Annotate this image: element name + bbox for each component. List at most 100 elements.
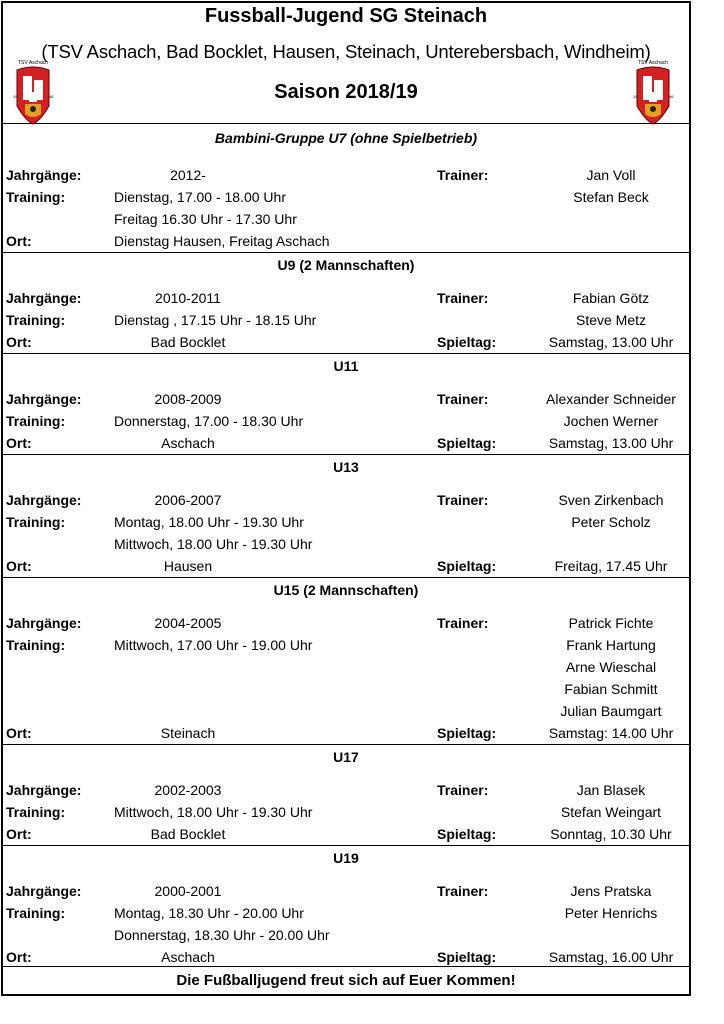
row-label: Ort: <box>6 558 32 574</box>
row-label: Jahrgänge: <box>6 492 82 508</box>
row-label: Jahrgänge: <box>6 391 82 407</box>
info-row: Training: Montag, 18.30 Uhr - 20.00 Uhr Pe… <box>3 902 689 924</box>
info-row: Fabian Schmitt <box>3 678 689 700</box>
row-right-value: Freitag, 17.45 Uhr <box>554 558 668 574</box>
row-right-value: Jochen Werner <box>563 413 659 429</box>
info-row: Julian Baumgart <box>3 700 689 722</box>
row-right-value: Peter Henrichs <box>564 905 658 921</box>
info-row: Training: Dienstag , 17.15 Uhr - 18.15 Uh… <box>3 309 689 331</box>
row-right-label: Spieltag: <box>437 558 497 574</box>
row-right-label: Trainer: <box>437 883 489 899</box>
section-title: U9 (2 Mannschaften) <box>277 257 415 273</box>
svg-text:46: 46 <box>49 94 54 99</box>
row-label: Jahrgänge: <box>6 883 82 899</box>
row-right-label: Trainer: <box>437 492 489 508</box>
info-row: Jahrgänge: 2008-2009 Trainer: Alexander Sch… <box>3 388 689 410</box>
row-value: Hausen <box>163 558 213 574</box>
row-right-label: Spieltag: <box>437 435 497 451</box>
info-row: Ort: Bad Bocklet Spieltag: Sonntag, 10.30 U… <box>3 823 689 845</box>
row-value: Freitag 16.30 Uhr - 17.30 Uhr <box>114 211 297 227</box>
row-value: Mittwoch, 18.00 Uhr - 19.30 Uhr <box>114 804 313 820</box>
section-title: U13 <box>333 459 359 475</box>
row-right-label: Trainer: <box>437 391 489 407</box>
row-value: 2006-2007 <box>154 492 222 508</box>
section-spacer <box>3 273 689 287</box>
row-right-value: Alexander Schneider <box>546 391 676 407</box>
row-right-value: Samstag, 16.00 Uhr <box>548 949 674 965</box>
row-label: Jahrgänge: <box>6 782 82 798</box>
row-right-value: Peter Scholz <box>571 514 651 530</box>
row-right-value: Sven Zirkenbach <box>558 492 664 508</box>
row-value: Dienstag, 17.00 - 18.00 Uhr <box>114 189 286 205</box>
row-label: Training: <box>6 514 66 530</box>
row-label: Jahrgänge: <box>6 290 82 306</box>
row-value: 2004-2005 <box>154 615 222 631</box>
row-right-value: Julian Baumgart <box>560 703 662 719</box>
season-title: Saison 2018/19 <box>274 81 418 103</box>
row-value: Montag, 18.00 Uhr - 19.30 Uhr <box>114 514 304 530</box>
schedule-document: Fussball-Jugend SG Steinach (TSV Aschach… <box>1 1 691 996</box>
row-label: Ort: <box>6 435 32 451</box>
row-right-label: Trainer: <box>437 782 489 798</box>
row-value: Aschach <box>161 435 215 451</box>
row-right-value: Fabian Götz <box>572 290 650 306</box>
info-row: Freitag 16.30 Uhr - 17.30 Uhr <box>3 208 689 230</box>
row-value: Dienstag Hausen, Freitag Aschach <box>114 233 330 249</box>
section-spacer <box>3 146 689 164</box>
row-value: Steinach <box>160 725 216 741</box>
clubs-subtitle: (TSV Aschach, Bad Bocklet, Hausen, Stein… <box>41 41 651 62</box>
svg-text:TSV Aschach: TSV Aschach <box>18 60 48 66</box>
info-row: Jahrgänge: 2002-2003 Trainer: Jan Blasek <box>3 779 689 801</box>
row-right-label: Spieltag: <box>437 949 497 965</box>
info-row: Ort: Steinach Spieltag: Samstag: 14.00 Uhr <box>3 722 689 744</box>
club-crest-icon: TSV Aschach 19 46 <box>633 60 674 125</box>
row-value: 2008-2009 <box>154 391 222 407</box>
document-header: Fussball-Jugend SG Steinach (TSV Aschach… <box>3 3 689 125</box>
info-row: Ort: Aschach Spieltag: Samstag, 16.00 Uhr <box>3 946 689 968</box>
row-right-value: Samstag: 14.00 Uhr <box>548 725 674 741</box>
info-row: Jahrgänge: 2012- Trainer: Jan Voll <box>3 164 689 186</box>
row-label: Training: <box>6 189 66 205</box>
row-label: Ort: <box>6 949 32 965</box>
row-value: 2000-2001 <box>154 883 222 899</box>
info-row: Training: Donnerstag, 17.00 - 18.30 Uhr Jo… <box>3 410 689 432</box>
row-right-label: Spieltag: <box>437 826 497 842</box>
team-section: U19 Jahrgänge: 2000-2001 Trainer: Jens Prats… <box>3 845 689 968</box>
info-row: Arne Wieschal <box>3 656 689 678</box>
section-spacer <box>3 866 689 880</box>
row-right-value: Fabian Schmitt <box>564 681 658 697</box>
info-row: Training: Montag, 18.00 Uhr - 19.30 Uhr Pe… <box>3 511 689 533</box>
club-crest-icon: TSV Aschach 19 46 <box>13 60 54 125</box>
row-value: Dienstag , 17.15 Uhr - 18.15 Uhr <box>114 312 317 328</box>
row-value: Aschach <box>161 949 215 965</box>
row-right-value: Steve Metz <box>575 312 647 328</box>
row-value: Bad Bocklet <box>150 334 226 350</box>
row-right-value: Frank Hartung <box>566 637 656 653</box>
row-label: Ort: <box>6 334 32 350</box>
row-right-value: Samstag, 13.00 Uhr <box>548 435 674 451</box>
svg-text:46: 46 <box>669 94 674 99</box>
row-value: Donnerstag, 17.00 - 18.30 Uhr <box>114 413 304 429</box>
row-label: Jahrgänge: <box>6 615 82 631</box>
row-label: Ort: <box>6 725 32 741</box>
section-title: U11 <box>333 358 359 374</box>
row-right-value: Jan Blasek <box>576 782 646 798</box>
row-right-value: Arne Wieschal <box>565 659 657 675</box>
row-value: Mittwoch, 17.00 Uhr - 19.00 Uhr <box>114 637 313 653</box>
row-right-label: Spieltag: <box>437 334 497 350</box>
document-title: Fussball-Jugend SG Steinach <box>204 5 488 27</box>
row-right-value: Jan Voll <box>586 167 636 183</box>
info-row: Training: Mittwoch, 18.00 Uhr - 19.30 Uhr… <box>3 801 689 823</box>
row-label: Training: <box>6 312 66 328</box>
row-right-label: Trainer: <box>437 615 489 631</box>
row-value: 2002-2003 <box>154 782 222 798</box>
row-right-value: Stefan Beck <box>573 189 649 205</box>
section-spacer <box>3 765 689 779</box>
info-row: Jahrgänge: 2000-2001 Trainer: Jens Pratska <box>3 880 689 902</box>
info-row: Jahrgänge: 2006-2007 Trainer: Sven Zirkenba… <box>3 489 689 511</box>
info-row: Jahrgänge: 2010-2011 Trainer: Fabian Götz <box>3 287 689 309</box>
row-value: Bad Bocklet <box>150 826 226 842</box>
section-spacer <box>3 598 689 612</box>
info-row: Jahrgänge: 2004-2005 Trainer: Patrick Ficht… <box>3 612 689 634</box>
team-section: U11 Jahrgänge: 2008-2009 Trainer: Alexander … <box>3 353 689 454</box>
